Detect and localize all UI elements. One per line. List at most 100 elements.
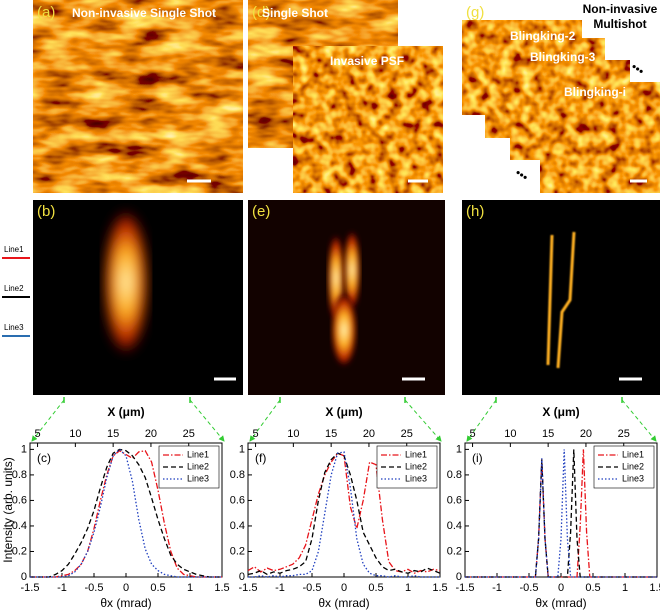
legend-label: Line3 [405, 473, 427, 483]
x2-tick-label: 5 [469, 428, 475, 440]
x-tick-label: 0.5 [368, 582, 383, 594]
series-line [247, 452, 441, 574]
x-tick-label: -0.5 [520, 582, 539, 594]
x2-tick-label: 25 [183, 428, 195, 440]
legend-label: Line2 [622, 461, 644, 471]
chart-label: (f) [255, 451, 266, 465]
x-tick-label: 1 [187, 582, 193, 594]
x2-axis-label: X (μm) [542, 405, 579, 419]
panel-label: (b) [37, 203, 55, 220]
x-axis-label: θx (mrad) [318, 596, 369, 610]
series-line [247, 452, 441, 576]
legend-label: Line3 [187, 473, 209, 483]
y-tick-label: 1 [456, 443, 462, 455]
connector-tick [63, 397, 623, 403]
x2-tick-label: 15 [325, 428, 337, 440]
y-tick-label: 0.2 [447, 545, 462, 557]
legend-box [376, 445, 438, 489]
series-line [465, 449, 657, 578]
y-tick-label: 0.8 [12, 469, 27, 481]
y-tick-label: 0.8 [230, 469, 245, 481]
x2-tick-label: 15 [107, 428, 119, 440]
image-background [462, 200, 660, 395]
legend-label: Line2 [405, 461, 427, 471]
series-line [30, 449, 222, 578]
reconstruction [104, 212, 148, 352]
line-marker-label: Line3 [4, 323, 24, 332]
image-title: Blingking-1 [491, 6, 557, 20]
reconstruction [546, 231, 576, 369]
x-tick-label: 1 [405, 582, 411, 594]
chart-label: (i) [472, 451, 483, 465]
x2-tick-label: 25 [618, 428, 630, 440]
x-tick-label: 1.5 [649, 582, 660, 594]
legend-box [158, 445, 220, 489]
image-title: Blingking-3 [530, 50, 596, 64]
image-title: Blingking-i [564, 85, 626, 99]
x-tick-label: -0.5 [303, 582, 322, 594]
speckle-image [33, 0, 243, 193]
y-tick-label: 0.2 [12, 545, 27, 557]
y-tick-label: 0 [239, 571, 245, 583]
y-tick-label: 0.8 [447, 469, 462, 481]
panel-label: (d) [252, 4, 270, 21]
y-tick-label: 0 [21, 571, 27, 583]
x-tick-label: -1.5 [239, 582, 258, 594]
x-tick-label: -1 [492, 582, 502, 594]
y-tick-label: 0.6 [12, 494, 27, 506]
y-tick-label: 0.2 [230, 545, 245, 557]
x-tick-label: 1 [622, 582, 628, 594]
x-tick-label: 0 [123, 582, 129, 594]
legend-label: Line1 [405, 449, 427, 459]
x-tick-label: 0.5 [585, 582, 600, 594]
panel-label: (g) [466, 4, 484, 21]
image-title: Invasive PSF [330, 54, 404, 68]
image-title: Non-invasive [583, 2, 658, 16]
x2-axis-label: X (μm) [107, 405, 144, 419]
connector [31, 399, 657, 442]
x-axis-label: θx (mrad) [100, 596, 151, 610]
legend-label: Line1 [622, 449, 644, 459]
x2-tick-label: 10 [504, 428, 516, 440]
x-tick-label: 1.5 [432, 582, 447, 594]
speckle-image [540, 82, 660, 193]
ellipsis: ••• [628, 60, 646, 79]
x-tick-label: -1 [57, 582, 67, 594]
x2-tick-label: 15 [542, 428, 554, 440]
reconstruction [344, 232, 360, 308]
y-tick-label: 1 [21, 443, 27, 455]
legend-box [593, 445, 655, 489]
x-tick-label: 1.5 [214, 582, 229, 594]
y-tick-label: 1 [239, 443, 245, 455]
chart-label: (c) [37, 451, 51, 465]
x2-tick-label: 10 [69, 428, 81, 440]
x2-tick-label: 25 [401, 428, 413, 440]
legend-label: Line2 [187, 461, 209, 471]
image-title: Blingking-2 [510, 29, 576, 43]
x2-tick-label: 20 [580, 428, 592, 440]
x-tick-label: 0.5 [150, 582, 165, 594]
y-tick-label: 0.4 [230, 520, 245, 532]
legend-label: Line3 [622, 473, 644, 483]
y-tick-label: 0.4 [12, 520, 27, 532]
image-title: Multishot [593, 17, 646, 31]
y-tick-label: 0.6 [230, 494, 245, 506]
image-title: Single Shot [262, 6, 328, 20]
panel-label: (a) [37, 4, 55, 21]
legend-label: Line1 [187, 449, 209, 459]
y-tick-label: 0.6 [447, 494, 462, 506]
x-tick-label: -1.5 [21, 582, 40, 594]
y-tick-label: 0 [456, 571, 462, 583]
y-axis-label: Intensity (arb. units) [1, 457, 15, 562]
series-line [248, 451, 440, 578]
series-line [30, 448, 222, 578]
x-tick-label: -0.5 [85, 582, 104, 594]
panel-label: (e) [252, 203, 270, 220]
line-marker-label: Line1 [4, 245, 24, 254]
series-line [30, 448, 222, 578]
y-tick-label: 0.4 [447, 520, 462, 532]
ellipsis: ••• [512, 166, 530, 185]
x-tick-label: 0 [558, 582, 564, 594]
x-axis-label: θx (mrad) [535, 596, 586, 610]
